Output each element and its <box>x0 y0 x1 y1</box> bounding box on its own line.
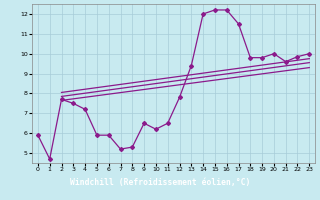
Text: Windchill (Refroidissement éolien,°C): Windchill (Refroidissement éolien,°C) <box>70 178 250 187</box>
